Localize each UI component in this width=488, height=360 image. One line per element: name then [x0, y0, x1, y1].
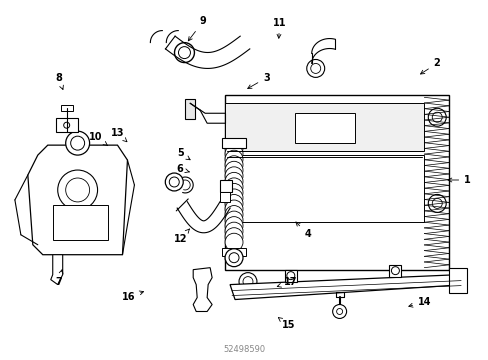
Circle shape	[224, 233, 243, 251]
Circle shape	[174, 42, 194, 63]
Circle shape	[178, 47, 190, 59]
Text: 52498590: 52498590	[223, 345, 264, 354]
Polygon shape	[229, 275, 463, 300]
Text: 1: 1	[447, 175, 470, 185]
Bar	[224, 95, 448, 270]
Circle shape	[224, 228, 243, 246]
Circle shape	[427, 194, 446, 212]
Circle shape	[286, 272, 294, 280]
Circle shape	[224, 217, 243, 235]
Circle shape	[224, 211, 243, 229]
Circle shape	[63, 122, 69, 128]
Text: 7: 7	[55, 270, 63, 287]
Text: 5: 5	[177, 148, 190, 160]
Bar	[285, 270, 296, 282]
Circle shape	[228, 253, 239, 263]
Text: 14: 14	[408, 297, 430, 307]
Bar	[224, 103, 424, 151]
Circle shape	[332, 305, 346, 319]
Circle shape	[71, 136, 84, 150]
Circle shape	[224, 178, 243, 196]
Text: 17: 17	[277, 277, 297, 287]
Circle shape	[224, 189, 243, 207]
Circle shape	[224, 150, 243, 168]
Circle shape	[310, 63, 320, 73]
Bar	[222, 248, 245, 256]
Text: 9: 9	[188, 17, 206, 41]
Circle shape	[336, 309, 342, 315]
Circle shape	[224, 139, 243, 157]
Text: 3: 3	[247, 73, 269, 89]
Text: 15: 15	[278, 318, 294, 330]
Text: 10: 10	[89, 132, 107, 146]
Polygon shape	[51, 255, 62, 285]
Bar	[185, 99, 195, 119]
Text: 4: 4	[295, 222, 310, 239]
Bar	[222, 138, 245, 148]
Polygon shape	[193, 268, 212, 311]
Bar	[53, 205, 107, 240]
Text: 16: 16	[122, 291, 143, 302]
Bar	[220, 192, 229, 202]
Circle shape	[306, 59, 324, 77]
Circle shape	[224, 184, 243, 201]
Circle shape	[65, 178, 89, 202]
Circle shape	[224, 222, 243, 240]
Circle shape	[65, 131, 89, 155]
Circle shape	[224, 206, 243, 224]
Circle shape	[165, 173, 183, 191]
Circle shape	[224, 156, 243, 174]
Bar	[61, 105, 73, 111]
Text: 12: 12	[173, 229, 189, 244]
Text: 13: 13	[111, 129, 127, 142]
Circle shape	[224, 161, 243, 179]
Circle shape	[224, 249, 243, 267]
Text: 8: 8	[55, 73, 63, 90]
Circle shape	[224, 200, 243, 218]
Circle shape	[224, 145, 243, 163]
Text: 11: 11	[272, 18, 286, 38]
Text: 2: 2	[420, 58, 439, 74]
Circle shape	[390, 267, 399, 275]
Circle shape	[239, 273, 256, 291]
Text: 6: 6	[177, 164, 189, 174]
Bar	[448, 268, 466, 293]
Bar	[56, 118, 78, 132]
Bar	[388, 265, 401, 276]
Circle shape	[243, 276, 252, 287]
Circle shape	[224, 167, 243, 185]
Bar	[294, 113, 354, 143]
Circle shape	[224, 194, 243, 212]
Circle shape	[431, 112, 441, 122]
Polygon shape	[28, 145, 127, 255]
Circle shape	[224, 172, 243, 190]
Bar	[220, 180, 232, 192]
Circle shape	[58, 170, 98, 210]
Circle shape	[431, 198, 441, 208]
Circle shape	[427, 108, 446, 126]
Bar	[224, 155, 424, 222]
Circle shape	[169, 177, 179, 187]
